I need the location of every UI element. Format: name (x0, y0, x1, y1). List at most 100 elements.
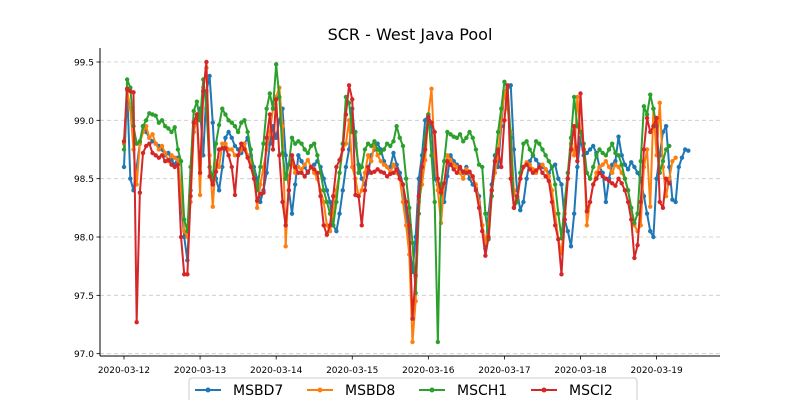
data-point (270, 106, 276, 111)
data-point (416, 193, 422, 199)
data-point (454, 135, 460, 141)
data-point (616, 176, 621, 181)
x-tick-label: 2020-03-13 (174, 366, 226, 376)
data-point (619, 181, 624, 186)
data-point (514, 193, 520, 199)
data-point (552, 162, 558, 167)
data-point (229, 120, 234, 125)
data-point (134, 319, 139, 325)
data-point (629, 217, 634, 222)
data-point (223, 135, 228, 141)
data-point (524, 139, 529, 144)
data-point (499, 106, 504, 111)
data-point (422, 118, 428, 123)
data-point (597, 170, 602, 176)
data-point (229, 164, 234, 170)
data-point (359, 223, 364, 228)
legend-label: MSCI2 (569, 383, 613, 399)
data-point (600, 174, 605, 179)
data-point (121, 139, 127, 144)
data-point (163, 123, 168, 129)
data-point (489, 188, 494, 193)
data-point (381, 162, 387, 167)
data-point (530, 170, 536, 176)
data-point (242, 141, 247, 146)
data-point (143, 123, 149, 129)
data-point (150, 132, 155, 137)
data-point (232, 143, 238, 149)
data-point (454, 164, 460, 170)
data-point (166, 150, 171, 156)
data-point (178, 234, 184, 240)
data-point (597, 147, 602, 152)
data-point (457, 132, 463, 137)
y-tick-label: 99.0 (74, 117, 94, 127)
data-point (375, 167, 380, 172)
data-point (651, 106, 656, 111)
data-point (365, 153, 371, 158)
data-point (292, 170, 298, 176)
data-point (594, 176, 599, 181)
data-point (289, 153, 295, 158)
data-point (571, 211, 577, 216)
data-point (356, 193, 361, 199)
data-point (156, 155, 162, 160)
data-point (556, 237, 561, 242)
data-point (305, 157, 311, 163)
data-point (324, 199, 330, 205)
data-point (315, 170, 320, 176)
data-point (648, 228, 653, 234)
data-point (448, 132, 453, 137)
data-point (340, 188, 345, 193)
data-point (502, 118, 507, 123)
data-point (169, 129, 174, 135)
data-point (445, 153, 450, 158)
plot-series (121, 59, 691, 345)
data-point (318, 170, 323, 176)
data-point (575, 94, 580, 100)
data-point (267, 91, 273, 96)
data-point (362, 170, 368, 176)
data-point (391, 150, 396, 156)
legend-item: MSBD7 (195, 383, 283, 399)
data-point (296, 170, 301, 176)
data-point (429, 153, 434, 158)
x-tick-label: 2020-03-14 (250, 366, 303, 376)
data-point (359, 164, 364, 170)
data-point (137, 139, 143, 144)
data-point (251, 176, 257, 181)
data-point (508, 176, 513, 181)
data-point (153, 141, 158, 146)
x-tick-label: 2020-03-15 (326, 366, 378, 376)
data-point (362, 147, 368, 152)
data-point (283, 176, 288, 181)
data-point (679, 155, 685, 160)
data-point (400, 143, 406, 149)
data-point (445, 158, 450, 164)
data-point (391, 162, 396, 167)
data-point (242, 147, 247, 152)
data-point (467, 129, 472, 135)
data-point (343, 112, 349, 117)
data-point (654, 115, 659, 121)
data-point (657, 100, 662, 106)
data-point (502, 79, 507, 85)
data-point (524, 176, 529, 181)
y-tick-label: 98.5 (74, 175, 94, 185)
data-point (610, 181, 615, 186)
data-point (619, 162, 624, 167)
x-tick-label: 2020-03-19 (630, 366, 683, 376)
data-point (147, 135, 152, 141)
data-point (511, 147, 517, 152)
data-point (194, 112, 200, 117)
data-point (283, 153, 288, 158)
data-point (451, 167, 456, 172)
data-point (648, 92, 653, 97)
data-point (308, 164, 314, 170)
data-point (641, 147, 647, 152)
data-point (143, 118, 149, 123)
data-point (334, 199, 339, 205)
data-point (216, 122, 222, 128)
data-point (384, 141, 390, 146)
data-point (134, 141, 139, 146)
